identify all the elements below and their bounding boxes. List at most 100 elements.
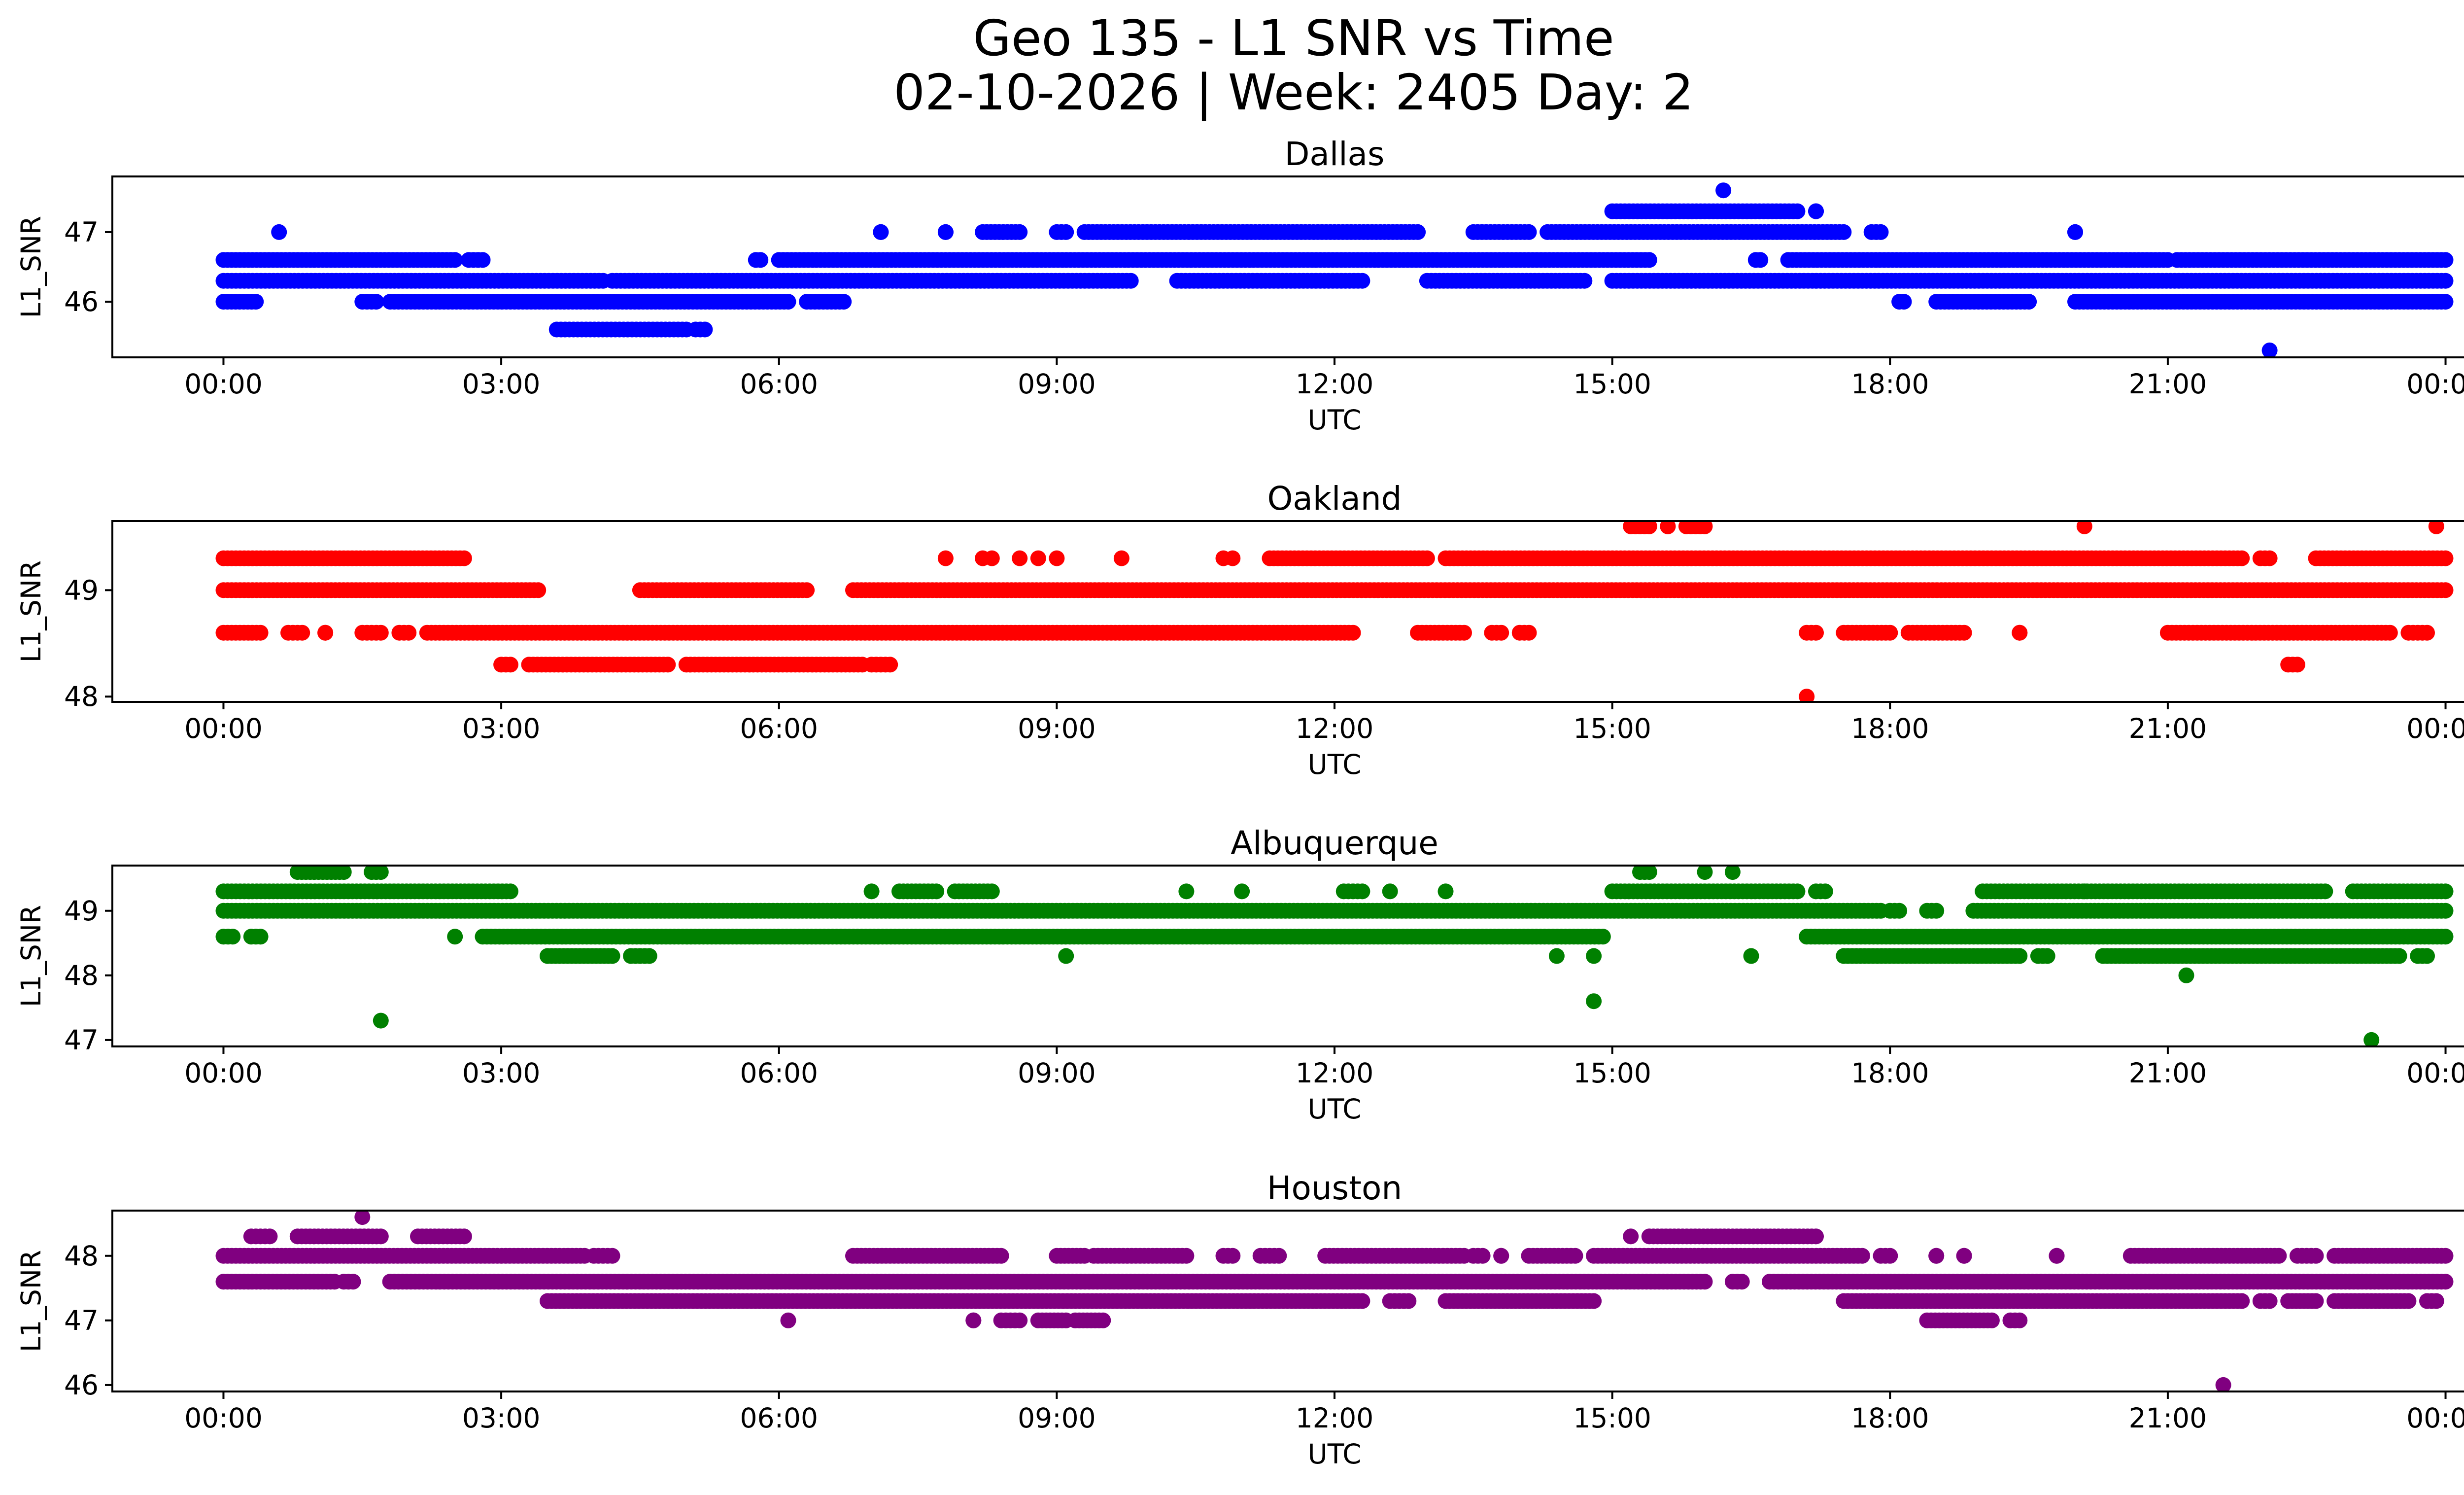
x-tick-label: 09:00 bbox=[1018, 368, 1096, 400]
data-point bbox=[937, 224, 954, 240]
y-tick-label: 48 bbox=[64, 960, 99, 991]
data-point bbox=[225, 929, 241, 945]
data-point bbox=[1697, 1274, 1713, 1290]
y-tick-label: 47 bbox=[64, 1024, 99, 1056]
x-tick-label: 06:00 bbox=[740, 368, 818, 400]
x-tick-label: 03:00 bbox=[462, 713, 541, 744]
data-point bbox=[604, 948, 620, 964]
data-point bbox=[1697, 866, 1713, 880]
x-tick-label: 21:00 bbox=[2129, 368, 2207, 400]
data-point bbox=[984, 883, 1000, 900]
data-point bbox=[1752, 252, 1769, 268]
data-point bbox=[1456, 625, 1472, 641]
y-tick-label: 49 bbox=[64, 574, 99, 606]
data-point bbox=[1354, 273, 1370, 289]
data-point bbox=[2261, 550, 2278, 566]
data-point bbox=[1521, 625, 1537, 641]
data-point bbox=[2261, 342, 2278, 357]
data-point bbox=[2178, 967, 2194, 983]
figure-title-line-2: 02-10-2026 | Week: 2405 Day: 2 bbox=[893, 64, 1693, 121]
data-point bbox=[2021, 294, 2037, 310]
data-point bbox=[697, 321, 713, 338]
data-point bbox=[2039, 948, 2055, 964]
data-point bbox=[1928, 903, 1945, 919]
data-point bbox=[373, 866, 389, 880]
data-point bbox=[1641, 252, 1657, 268]
x-tick-label: 06:00 bbox=[740, 713, 818, 744]
data-point bbox=[1410, 224, 1426, 240]
data-point bbox=[2437, 273, 2454, 289]
data-point bbox=[1178, 1248, 1195, 1264]
x-tick-label: 15:00 bbox=[1573, 1057, 1651, 1089]
data-point bbox=[2271, 1248, 2287, 1264]
data-point bbox=[799, 582, 815, 598]
data-point bbox=[1956, 1248, 1972, 1264]
series-houston bbox=[215, 1211, 2454, 1391]
x-tick-label: 12:00 bbox=[1296, 713, 1374, 744]
data-point bbox=[1956, 625, 1972, 641]
data-point bbox=[660, 657, 676, 673]
data-point bbox=[2419, 625, 2435, 641]
y-tick-label: 49 bbox=[64, 895, 99, 927]
x-tick-label: 00:00 bbox=[184, 713, 263, 744]
series-albuquerque bbox=[215, 866, 2454, 1046]
x-tick-label: 09:00 bbox=[1018, 1057, 1096, 1089]
x-tick-label: 12:00 bbox=[1296, 1057, 1374, 1089]
series-oakland bbox=[215, 521, 2454, 702]
data-point bbox=[836, 294, 852, 310]
data-point bbox=[1641, 521, 1657, 534]
x-tick-label: 18:00 bbox=[1851, 1057, 1929, 1089]
data-point bbox=[502, 883, 518, 900]
x-tick-label: 00:00 bbox=[2406, 1057, 2464, 1089]
data-point bbox=[1789, 883, 1806, 900]
data-point bbox=[1586, 993, 1602, 1009]
x-tick-label: 00:00 bbox=[2406, 713, 2464, 744]
data-point bbox=[2391, 948, 2407, 964]
data-point bbox=[1012, 550, 1028, 566]
data-point bbox=[1873, 224, 1889, 240]
data-point bbox=[1567, 1248, 1583, 1264]
x-tick-label: 12:00 bbox=[1296, 368, 1374, 400]
data-point bbox=[1178, 883, 1195, 900]
data-point bbox=[2437, 1248, 2454, 1264]
data-point bbox=[882, 657, 898, 673]
data-point bbox=[1058, 224, 1074, 240]
data-point bbox=[1012, 224, 1028, 240]
data-point bbox=[1123, 273, 1139, 289]
data-point bbox=[1896, 294, 1912, 310]
data-point bbox=[1799, 689, 1815, 702]
data-point bbox=[984, 550, 1000, 566]
data-point bbox=[1225, 1248, 1241, 1264]
data-point bbox=[2049, 1248, 2065, 1264]
data-point bbox=[1660, 521, 1676, 534]
panel-title-houston: Houston bbox=[1267, 1169, 1402, 1207]
data-point bbox=[993, 1248, 1009, 1264]
data-point bbox=[928, 883, 945, 900]
data-point bbox=[1734, 1274, 1750, 1290]
data-point bbox=[2428, 521, 2444, 534]
y-axis-label-dallas: L1_SNR bbox=[15, 216, 47, 318]
data-point bbox=[2363, 1032, 2380, 1046]
data-point bbox=[1836, 224, 1852, 240]
data-point bbox=[2437, 252, 2454, 268]
x-axis-label-albuquerque: UTC bbox=[1307, 1093, 1361, 1125]
data-point bbox=[271, 224, 287, 240]
data-point bbox=[2437, 550, 2454, 566]
figure-title-line-1: Geo 135 - L1 SNR vs Time bbox=[973, 9, 1614, 67]
panel-title-oakland: Oakland bbox=[1267, 480, 1402, 518]
data-point bbox=[1576, 273, 1593, 289]
x-tick-label: 06:00 bbox=[740, 1057, 818, 1089]
data-point bbox=[2012, 948, 2028, 964]
data-point bbox=[530, 582, 547, 598]
data-point bbox=[1641, 866, 1657, 880]
data-point bbox=[2382, 625, 2398, 641]
y-axis-label-albuquerque: L1_SNR bbox=[15, 905, 47, 1007]
data-point bbox=[2234, 550, 2250, 566]
data-point bbox=[1715, 182, 1732, 199]
data-point bbox=[2076, 883, 2092, 900]
x-tick-label: 00:00 bbox=[2406, 368, 2464, 400]
